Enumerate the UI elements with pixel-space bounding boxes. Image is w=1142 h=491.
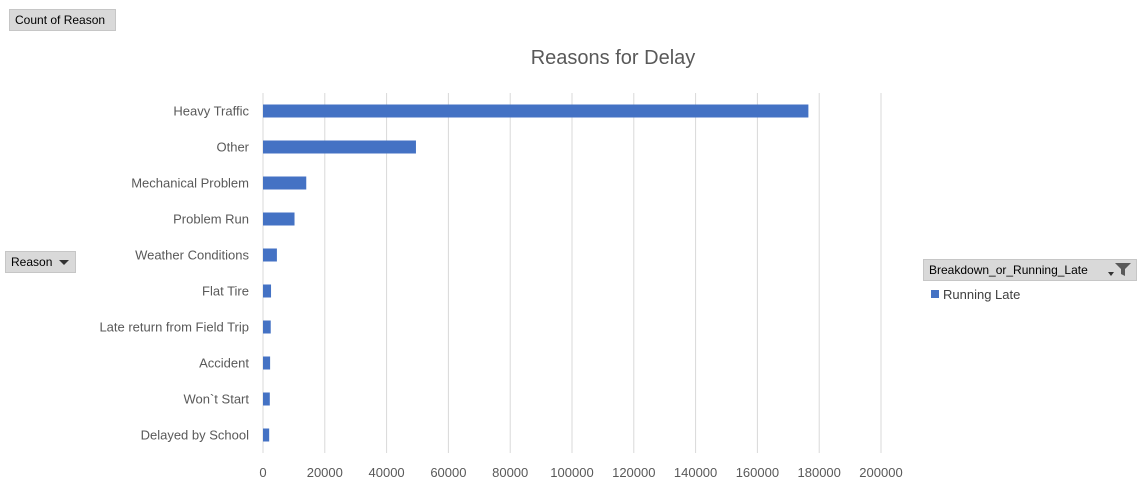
category-label: Late return from Field Trip [99, 320, 249, 335]
category-label: Won`t Start [183, 392, 249, 407]
values-field-button[interactable]: Count of Reason [9, 9, 116, 31]
x-tick-label: 120000 [612, 465, 655, 480]
category-label: Delayed by School [141, 428, 250, 443]
x-tick-label: 0 [259, 465, 266, 480]
bar[interactable] [263, 428, 270, 442]
bar[interactable] [263, 212, 295, 226]
category-label: Other [216, 140, 249, 155]
x-tick-label: 140000 [674, 465, 717, 480]
x-tick-label: 100000 [550, 465, 593, 480]
chart-title: Reasons for Delay [530, 47, 696, 69]
bar[interactable] [263, 176, 307, 190]
x-tick-label: 200000 [859, 465, 902, 480]
chevron-down-icon [59, 260, 69, 265]
legend-field-label: Breakdown_or_Running_Late [929, 263, 1088, 277]
axis-field-button[interactable]: Reason [5, 251, 76, 273]
bar[interactable] [263, 320, 271, 334]
legend-field-button[interactable]: Breakdown_or_Running_Late [923, 259, 1137, 281]
bar[interactable] [263, 140, 416, 154]
x-tick-label: 20000 [307, 465, 343, 480]
x-tick-label: 80000 [492, 465, 528, 480]
category-label: Mechanical Problem [131, 176, 249, 191]
bar[interactable] [263, 392, 270, 406]
chevron-down-icon [1108, 272, 1114, 276]
x-tick-label: 160000 [736, 465, 779, 480]
x-tick-label: 40000 [369, 465, 405, 480]
category-label: Problem Run [173, 212, 249, 227]
category-label: Weather Conditions [135, 248, 249, 263]
axis-field-label: Reason [11, 255, 53, 269]
category-label: Flat Tire [202, 284, 249, 299]
legend-item: Running Late [931, 287, 1020, 302]
bar[interactable] [263, 248, 277, 262]
legend-swatch [931, 290, 939, 298]
legend-label: Running Late [943, 287, 1021, 302]
x-tick-label: 60000 [430, 465, 466, 480]
category-label: Accident [199, 356, 249, 371]
bar[interactable] [263, 104, 809, 118]
bar[interactable] [263, 284, 272, 298]
x-tick-label: 180000 [798, 465, 841, 480]
category-label: Heavy Traffic [173, 104, 249, 119]
bar[interactable] [263, 356, 271, 370]
filter-funnel-icon [1115, 263, 1131, 276]
